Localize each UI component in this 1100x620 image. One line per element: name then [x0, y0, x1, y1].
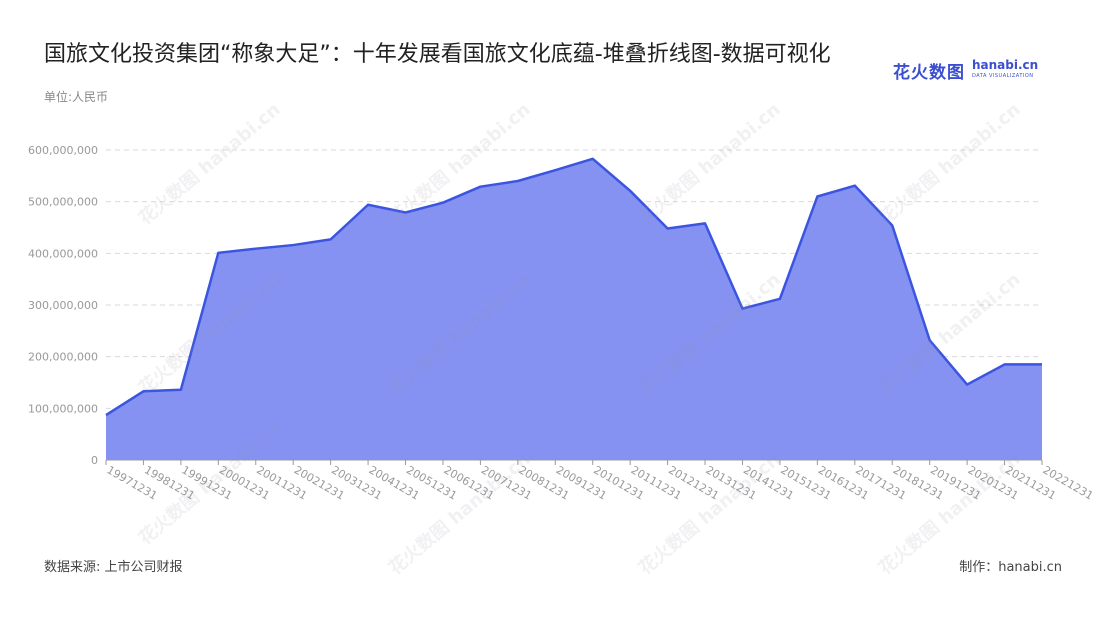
- series-line: [105, 157, 1042, 417]
- area-layer: [105, 157, 1042, 461]
- y-tick-label: 400,000,000: [28, 247, 98, 260]
- unit-label: 单位:人民币: [44, 90, 109, 104]
- brand-logo: 花火数图 hanabi.cn DATA VISUALIZATION: [893, 58, 1038, 86]
- data-source: 数据来源: 上市公司财报: [44, 560, 183, 575]
- y-tick-label: 600,000,000: [28, 144, 98, 157]
- logo-cn-text: 花火数图: [893, 63, 965, 83]
- chart-title: 国旅文化投资集团“称象大足”：十年发展看国旅文化底蕴-堆叠折线图-数据可视化: [44, 42, 831, 67]
- y-tick-label: 300,000,000: [28, 299, 98, 312]
- credit-text: 制作：hanabi.cn: [959, 560, 1062, 575]
- logo-en-text: hanabi.cn: [972, 58, 1039, 72]
- y-tick-label: 500,000,000: [28, 196, 98, 209]
- logo-en-subtext: DATA VISUALIZATION: [972, 73, 1034, 79]
- y-tick-label: 0: [91, 454, 98, 467]
- y-tick-label: 200,000,000: [28, 351, 98, 364]
- y-tick-label: 100,000,000: [28, 402, 98, 415]
- area-fill: [106, 158, 1042, 461]
